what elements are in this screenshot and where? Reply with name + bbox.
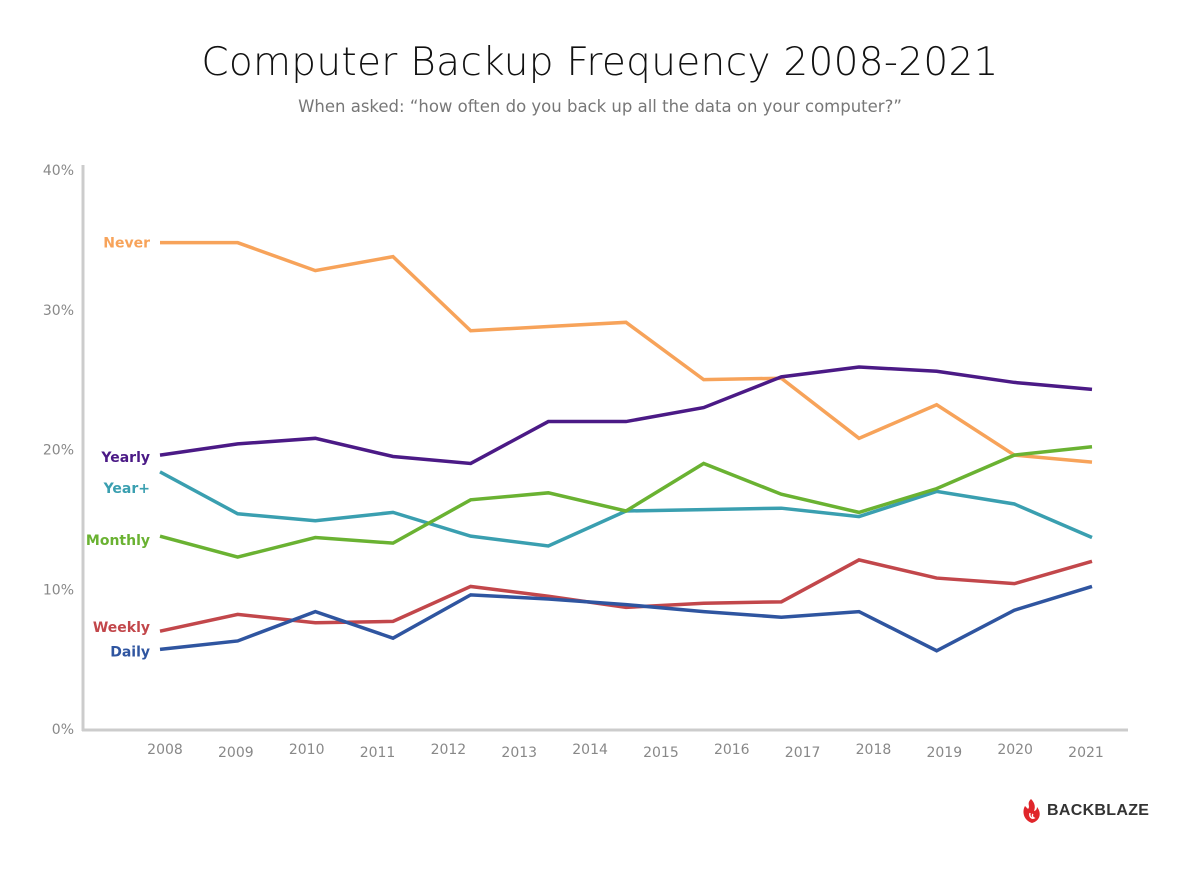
x-tick-label: 2013 [501, 745, 537, 761]
x-tick-label: 2016 [714, 742, 750, 758]
series-line-monthly [159, 444, 1093, 559]
axes [81, 165, 1128, 732]
y-tick-label: 10% [43, 582, 74, 598]
series-label: Never [103, 236, 150, 252]
chart-subtitle: When asked: “how often do you back up al… [298, 97, 902, 116]
y-tick-label: 0% [52, 722, 74, 738]
series-label: Year+ [103, 481, 150, 497]
x-tick-label: 2008 [147, 742, 183, 758]
x-tick-label: 2019 [926, 745, 962, 761]
x-tick-label: 2010 [289, 742, 325, 758]
series-line-weekly [159, 558, 1093, 633]
x-tick-label: 2021 [1068, 745, 1104, 761]
y-tick-label: 30% [43, 303, 74, 319]
flame-icon [1023, 799, 1040, 823]
backblaze-logo: BACKBLAZE [1022, 798, 1149, 824]
series-label: Daily [110, 644, 150, 660]
x-tick-label: 2018 [856, 742, 892, 758]
x-tick-label: 2009 [218, 745, 254, 761]
y-tick-label: 20% [43, 443, 74, 459]
x-tick-label: 2012 [431, 742, 467, 758]
series-label: Yearly [100, 450, 150, 466]
chart-title: Computer Backup Frequency 2008-2021 [201, 40, 999, 85]
series-label: Monthly [86, 533, 150, 549]
x-tick-label: 2011 [360, 745, 396, 761]
series-label: Weekly [93, 620, 150, 636]
series-line-never [160, 240, 1093, 464]
y-tick-label: 40% [43, 163, 74, 179]
x-tick-label: 2017 [785, 745, 821, 761]
x-tick-label: 2015 [643, 745, 679, 761]
series-line-daily [159, 584, 1093, 653]
logo-text: BACKBLAZE [1047, 802, 1150, 819]
x-tick-label: 2014 [572, 742, 608, 758]
x-tick-label: 2020 [997, 742, 1033, 758]
